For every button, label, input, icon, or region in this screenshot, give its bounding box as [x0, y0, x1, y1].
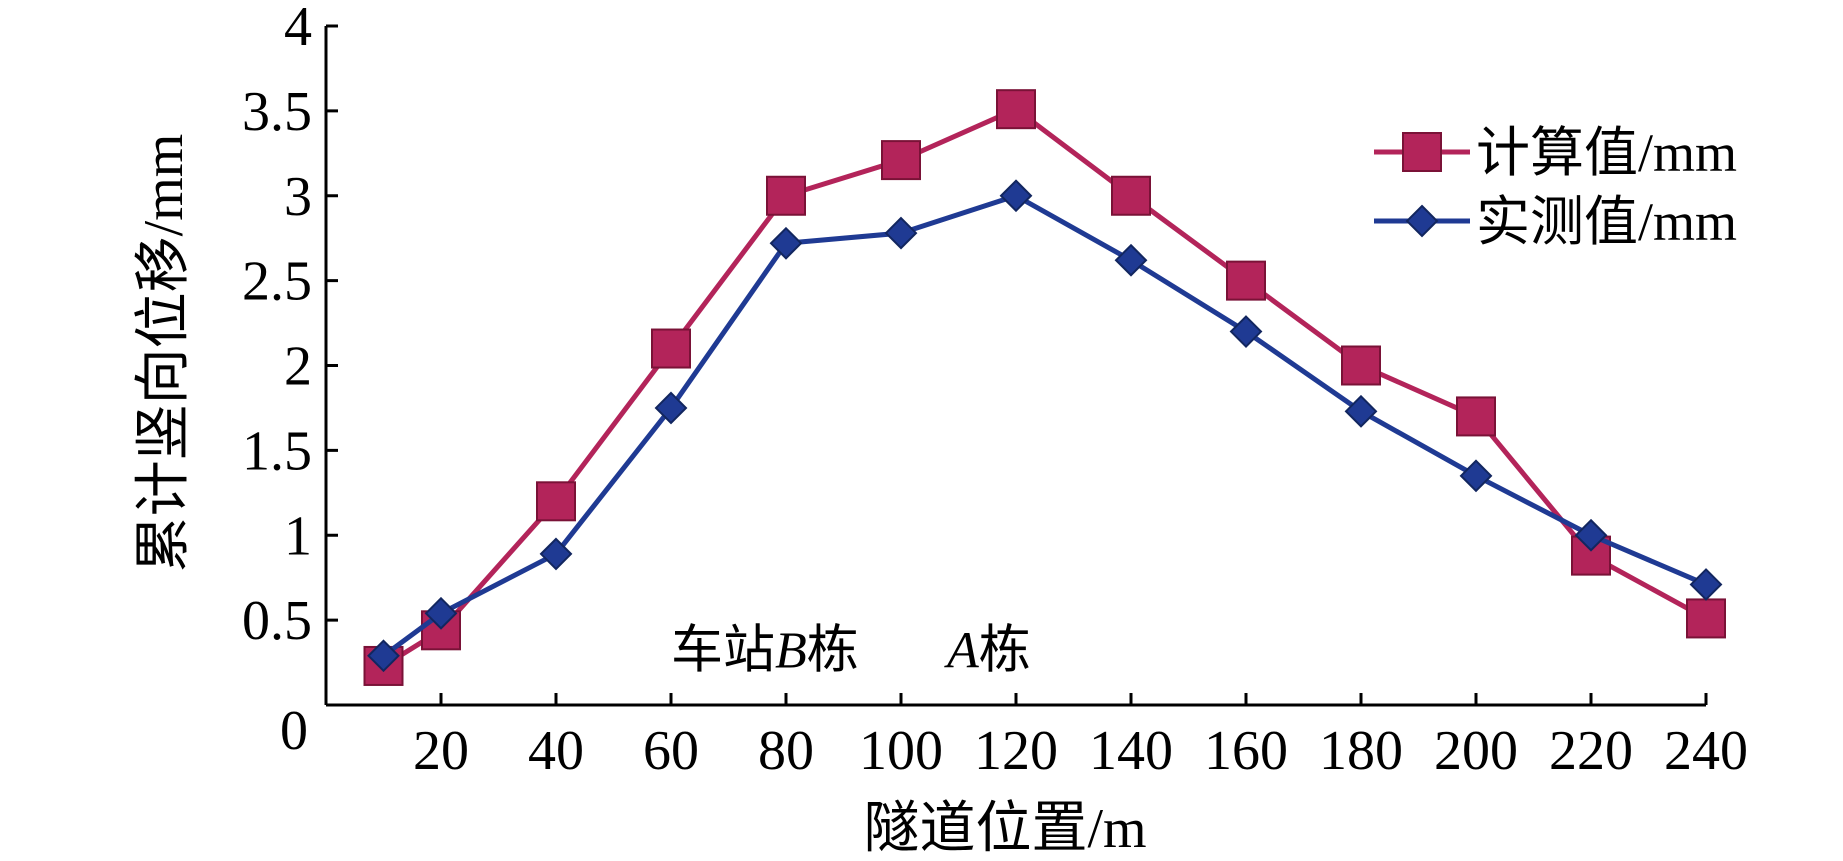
- data-point: [536, 481, 576, 522]
- y-tick-label: 1: [284, 505, 312, 567]
- x-axis-ticks: 20 40 60 80 100 120 140 160 180 200 220 240: [413, 693, 1748, 782]
- data-point: [651, 328, 691, 369]
- y-tick-label: 4: [284, 0, 312, 58]
- y-tick-label: 0.5: [242, 590, 312, 652]
- x-tick-label: 220: [1549, 720, 1633, 782]
- data-point: [367, 639, 400, 673]
- y-tick-label: 3: [284, 166, 312, 228]
- y-axis-ticks: 0 0.5 1 1.5 2 2.5 3 3.5 4: [242, 0, 338, 762]
- x-tick-label: 120: [974, 720, 1058, 782]
- x-tick-label: 200: [1434, 720, 1518, 782]
- y-axis-title: 累计竖向位移/mm: [133, 134, 195, 573]
- legend-marker: [1405, 204, 1439, 238]
- legend-item: 实测值/mm: [1374, 192, 1737, 252]
- x-tick-label: 20: [413, 720, 469, 782]
- data-point: [766, 175, 806, 216]
- y-tick-label: 0: [280, 700, 308, 762]
- data-point: [1226, 260, 1266, 301]
- data-point: [1689, 568, 1723, 601]
- x-tick-label: 80: [758, 720, 814, 782]
- x-tick-label: 140: [1089, 720, 1173, 782]
- data-point: [1574, 518, 1608, 552]
- legend-label: 计算值/mm: [1476, 123, 1737, 183]
- data-point: [1456, 396, 1496, 437]
- data-point: [1229, 315, 1263, 348]
- y-tick-label: 2.5: [242, 251, 312, 313]
- annotation: 车站B栋: [671, 623, 859, 680]
- data-point: [1686, 598, 1726, 639]
- x-tick-label: 40: [528, 720, 584, 782]
- x-tick-label: 180: [1319, 720, 1403, 782]
- data-point: [1111, 175, 1151, 216]
- data-point: [1114, 243, 1148, 277]
- annotation-part: A: [944, 623, 979, 680]
- legend-marker: [1402, 132, 1442, 172]
- y-tick-label: 2: [284, 336, 312, 398]
- series-line: [382, 193, 1707, 658]
- data-point: [539, 537, 573, 571]
- data-point: [1341, 345, 1381, 386]
- annotation-part: 栋: [979, 623, 1031, 680]
- legend-label: 实测值/mm: [1476, 192, 1737, 252]
- data-point: [654, 391, 688, 425]
- data-point: [884, 216, 918, 250]
- y-tick-label: 1.5: [242, 420, 312, 482]
- annotation-layer: 车站B栋 A栋: [671, 623, 1031, 680]
- data-point: [881, 140, 921, 181]
- x-tick-label: 60: [643, 720, 699, 782]
- annotation-part: 栋: [807, 623, 859, 680]
- data-point: [424, 596, 458, 630]
- x-tick-label: 160: [1204, 720, 1288, 782]
- annotation-part: 车站: [671, 623, 775, 680]
- annotation: A栋: [944, 623, 1031, 680]
- data-point: [1344, 394, 1378, 428]
- legend-item: 计算值/mm: [1374, 123, 1737, 183]
- x-tick-label: 240: [1664, 720, 1748, 782]
- x-tick-label: 100: [859, 720, 943, 782]
- data-point: [1459, 459, 1493, 493]
- y-tick-label: 3.5: [242, 81, 312, 143]
- data-point: [769, 226, 803, 260]
- x-axis-title: 隧道位置/m: [863, 798, 1146, 860]
- series-layer: [363, 89, 1726, 686]
- data-point: [996, 89, 1036, 130]
- annotation-part: B: [775, 623, 807, 680]
- series-2: [367, 179, 1723, 673]
- data-point: [999, 179, 1033, 213]
- legend: 计算值/mm 实测值/mm: [1374, 123, 1737, 252]
